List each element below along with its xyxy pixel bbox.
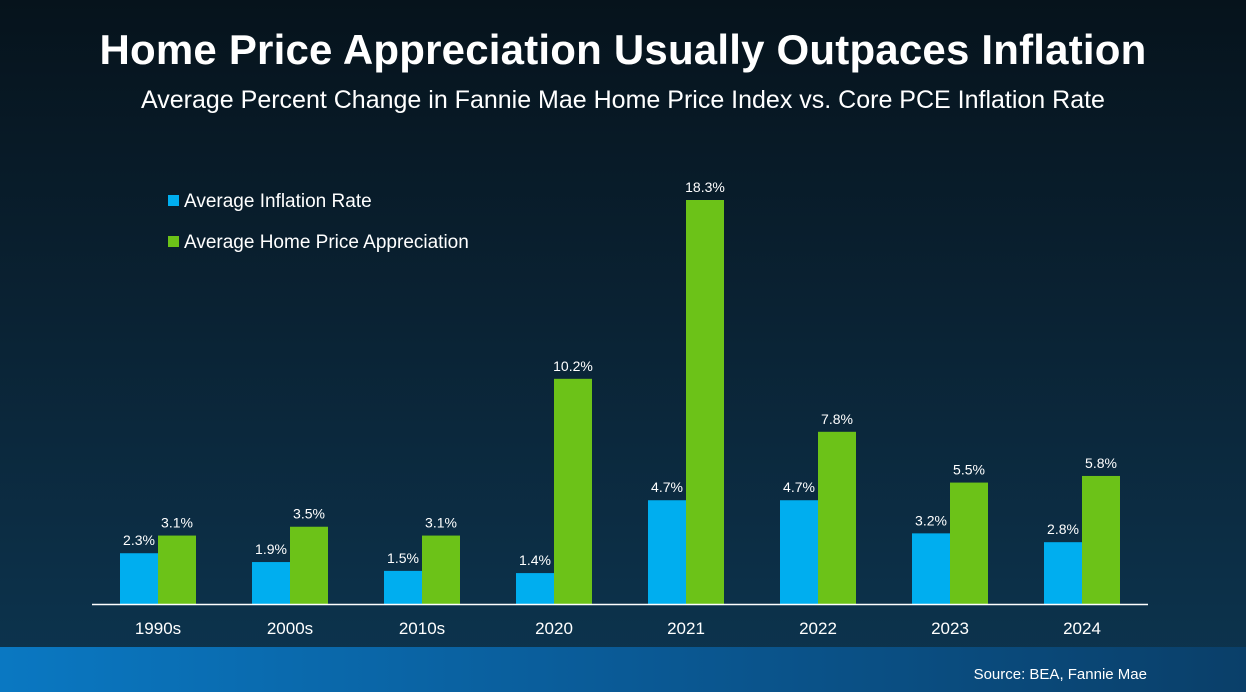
home-price-label-2021: 18.3% — [685, 179, 725, 195]
inflation-label-2023: 3.2% — [915, 512, 947, 528]
chart-title: Home Price Appreciation Usually Outpaces… — [99, 26, 1147, 73]
inflation-label-2010s: 1.5% — [387, 550, 419, 566]
footer-bar: Source: BEA, Fannie Mae — [0, 647, 1246, 692]
home-price-label-2000s: 3.5% — [293, 506, 325, 522]
inflation-bar-2023 — [912, 533, 950, 604]
home-price-label-2024: 5.8% — [1085, 455, 1117, 471]
home-price-bar-1990s — [158, 535, 196, 604]
x-tick-label-2024: 2024 — [1063, 619, 1101, 638]
home-price-label-2010s: 3.1% — [425, 515, 457, 531]
home-price-label-2022: 7.8% — [821, 411, 853, 427]
inflation-bar-2010s — [384, 570, 422, 604]
home-price-bar-2020 — [554, 378, 592, 604]
inflation-label-2000s: 1.9% — [255, 541, 287, 557]
home-price-bar-2024 — [1082, 475, 1120, 604]
inflation-label-2024: 2.8% — [1047, 521, 1079, 537]
inflation-bar-2024 — [1044, 542, 1082, 604]
inflation-bar-2000s — [252, 562, 290, 604]
x-tick-label-2023: 2023 — [931, 619, 969, 638]
home-price-label-2023: 5.5% — [953, 462, 985, 478]
home-price-bar-2000s — [290, 526, 328, 604]
inflation-label-1990s: 2.3% — [123, 532, 155, 548]
x-tick-label-2000s: 2000s — [267, 619, 313, 638]
x-tick-label-2022: 2022 — [799, 619, 837, 638]
inflation-bar-2021 — [648, 500, 686, 604]
x-tick-label-2020: 2020 — [535, 619, 573, 638]
home-price-bar-2021 — [686, 200, 724, 604]
home-price-label-2020: 10.2% — [553, 358, 593, 374]
legend-label-home-price: Average Home Price Appreciation — [184, 232, 469, 253]
inflation-label-2021: 4.7% — [651, 479, 683, 495]
source-note: Source: BEA, Fannie Mae — [973, 666, 1147, 683]
home-price-bar-2022 — [818, 431, 856, 604]
inflation-label-2022: 4.7% — [783, 479, 815, 495]
home-price-bar-2023 — [950, 482, 988, 604]
legend-swatch-inflation — [168, 195, 179, 206]
legend-label-inflation: Average Inflation Rate — [184, 191, 372, 212]
inflation-bar-2020 — [516, 573, 554, 604]
inflation-bar-2022 — [780, 500, 818, 604]
inflation-label-2020: 1.4% — [519, 552, 551, 568]
bar-chart: 2.3% 3.1% 1990s 1.9% 3.5% 2000s 1.5% 3.1% 2010s 1… — [120, 179, 1120, 638]
inflation-bar-1990s — [120, 553, 158, 604]
chart-subtitle: Average Percent Change in Fannie Mae Hom… — [141, 86, 1105, 114]
x-tick-label-2021: 2021 — [667, 619, 705, 638]
home-price-label-1990s: 3.1% — [161, 515, 193, 531]
legend-swatch-home-price — [168, 236, 179, 247]
home-price-bar-2010s — [422, 535, 460, 604]
x-tick-label-2010s: 2010s — [399, 619, 445, 638]
x-tick-label-1990s: 1990s — [135, 619, 181, 638]
